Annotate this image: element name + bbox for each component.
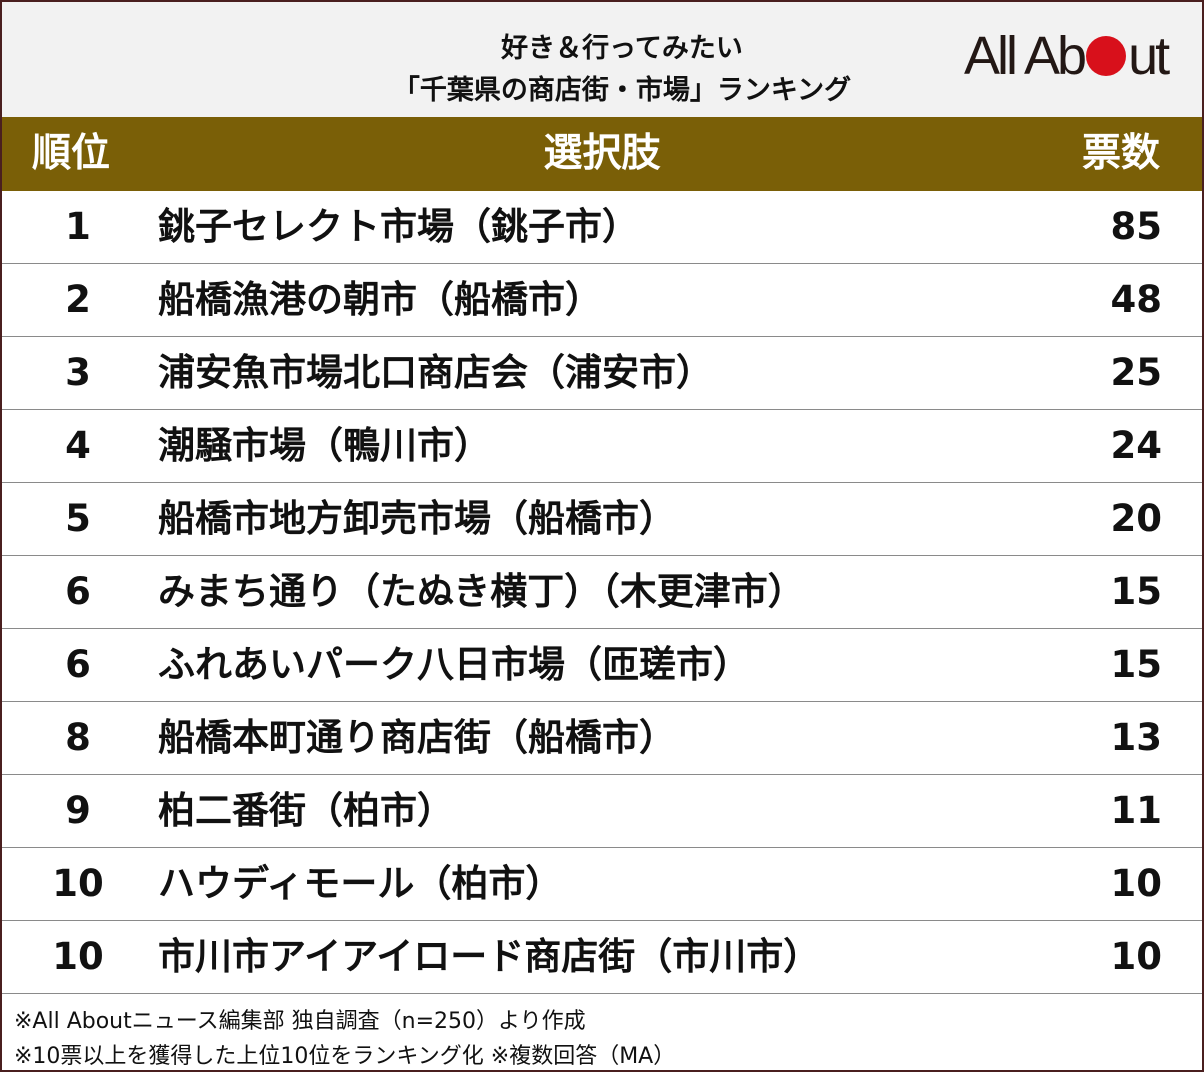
row-name: 船橋漁港の朝市（船橋市） xyxy=(158,278,602,321)
row-rank: 6 xyxy=(65,570,91,613)
header-rank: 順位 xyxy=(32,131,111,176)
table-row: 8 船橋本町通り商店街（船橋市） 13 xyxy=(2,702,1202,775)
row-votes: 15 xyxy=(1110,570,1163,613)
chart-title-line1: 好き＆行ってみたい xyxy=(501,33,743,64)
table-row: 3 浦安魚市場北口商店会（浦安市） 25 xyxy=(2,337,1202,410)
table-row: 10 市川市アイアイロード商店街（市川市） 10 xyxy=(2,921,1202,994)
row-votes: 20 xyxy=(1110,497,1163,540)
row-rank: 9 xyxy=(65,789,91,832)
table-row: 10 ハウディモール（柏市） 10 xyxy=(2,848,1202,921)
logo-dot-icon xyxy=(1086,36,1127,76)
header-choice: 選択肢 xyxy=(543,131,661,176)
row-votes: 25 xyxy=(1110,351,1163,394)
row-rank: 1 xyxy=(65,205,91,248)
logo-text-end: ut xyxy=(1128,26,1170,86)
row-rank: 10 xyxy=(52,935,104,978)
row-rank: 8 xyxy=(65,716,91,759)
row-rank: 6 xyxy=(65,643,91,686)
row-name: 柏二番街（柏市） xyxy=(158,789,454,832)
chart-title-line2: 「千葉県の商店街・市場」ランキング xyxy=(392,75,852,106)
row-name: 銚子セレクト市場（銚子市） xyxy=(158,205,639,248)
table-row: 2 船橋漁港の朝市（船橋市） 48 xyxy=(2,264,1202,337)
row-name: ふれあいパーク八日市場（匝瑳市） xyxy=(158,643,750,686)
row-name: 船橋市地方卸売市場（船橋市） xyxy=(158,497,676,540)
table-row: 1 銚子セレクト市場（銚子市） 85 xyxy=(2,191,1202,264)
table-row: 6 みまち通り（たぬき横丁）（木更津市） 15 xyxy=(2,556,1202,629)
row-votes: 24 xyxy=(1110,424,1163,467)
footnote-method: ※10票以上を獲得した上位10位をランキング化 ※複数回答（MA） xyxy=(14,1044,676,1069)
header-votes: 票数 xyxy=(1082,131,1161,176)
row-rank: 4 xyxy=(65,424,91,467)
row-votes: 10 xyxy=(1110,862,1163,905)
row-name: ハウディモール（柏市） xyxy=(158,862,563,905)
row-name: みまち通り（たぬき横丁）（木更津市） xyxy=(158,570,805,613)
row-votes: 10 xyxy=(1110,935,1163,978)
row-name: 潮騒市場（鴨川市） xyxy=(158,424,491,467)
table-row: 4 潮騒市場（鴨川市） 24 xyxy=(2,410,1202,483)
row-name: 船橋本町通り商店街（船橋市） xyxy=(158,716,676,759)
table-row: 5 船橋市地方卸売市場（船橋市） 20 xyxy=(2,483,1202,556)
table-row: 9 柏二番街（柏市） 11 xyxy=(2,775,1202,848)
title-area: 好き＆行ってみたい 「千葉県の商店街・市場」ランキング All Ab ut xyxy=(2,2,1202,117)
row-votes: 15 xyxy=(1110,643,1163,686)
footnote-source: ※All Aboutニュース編集部 独自調査（n=250）より作成 xyxy=(14,1009,586,1034)
row-rank: 2 xyxy=(65,278,91,321)
logo-text-start: All Ab xyxy=(964,26,1087,86)
row-rank: 3 xyxy=(65,351,91,394)
row-name: 浦安魚市場北口商店会（浦安市） xyxy=(158,351,713,394)
row-rank: 5 xyxy=(65,497,91,540)
row-votes: 85 xyxy=(1110,205,1163,248)
row-name: 市川市アイアイロード商店街（市川市） xyxy=(158,935,821,978)
row-votes: 11 xyxy=(1110,789,1163,832)
row-rank: 10 xyxy=(52,862,104,905)
table-header: 順位 選択肢 票数 xyxy=(2,117,1202,191)
allabout-logo: All Ab ut xyxy=(964,26,1170,86)
row-votes: 13 xyxy=(1110,716,1163,759)
table-row: 6 ふれあいパーク八日市場（匝瑳市） 15 xyxy=(2,629,1202,702)
row-votes: 48 xyxy=(1110,278,1163,321)
